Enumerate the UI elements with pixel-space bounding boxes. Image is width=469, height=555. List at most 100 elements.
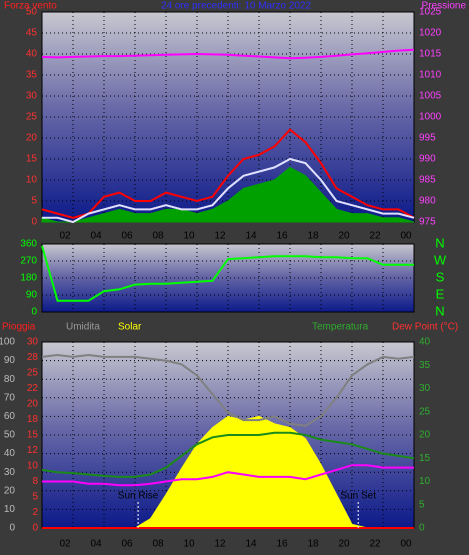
y3-tick-label: 15: [27, 430, 39, 441]
line: [41, 353, 415, 427]
y2-tick-label: 985: [419, 175, 436, 186]
x-tick-label: 22: [369, 231, 381, 242]
y-tick-label: 70: [4, 392, 16, 403]
x-tick-label: 06: [121, 539, 133, 550]
x-tick-label: 08: [152, 539, 164, 550]
y2-tick-label: W: [434, 252, 447, 267]
x-tick-label: 14: [245, 539, 257, 550]
y-tick-label: 40: [26, 49, 38, 60]
y2-tick-label: N: [435, 303, 444, 318]
legend-label: Pioggia: [2, 322, 36, 333]
y3-tick-label: 20: [27, 399, 39, 410]
y2-tick-label: 975: [419, 217, 436, 228]
x-tick-label: 10: [183, 231, 195, 242]
y-tick-label: 35: [26, 70, 38, 81]
y2-tick-label: 0: [419, 523, 425, 534]
y-tick-label: 80: [4, 374, 16, 385]
chart-title: 24 ore precedenti: 10 Marzo 2022: [161, 1, 312, 12]
y2-tick-label: 15: [419, 453, 431, 464]
y2-tick-label: 10: [419, 476, 431, 487]
x-tick-label: 18: [307, 539, 319, 550]
x-tick-label: 00: [400, 539, 412, 550]
y2-tick-label: 1000: [419, 112, 442, 123]
y2-tick-label: 1010: [419, 70, 442, 81]
x-tick-label: 02: [59, 231, 71, 242]
x-tick-label: 08: [152, 231, 164, 242]
y3-tick-label: 8: [32, 476, 38, 487]
y3-tick-label: 25: [27, 368, 39, 379]
y-tick-label: 15: [26, 154, 38, 165]
x-tick-label: 12: [214, 539, 226, 550]
y3-tick-label: 0: [32, 523, 38, 534]
legend-label: Solar: [118, 322, 142, 333]
y2-tick-label: 980: [419, 196, 436, 207]
y-tick-label: 0: [9, 523, 15, 534]
x-tick-label: 04: [90, 539, 102, 550]
line: [41, 128, 415, 219]
annotation: Sun Rise: [118, 491, 159, 502]
x-tick-label: 16: [276, 539, 288, 550]
y2-tick-label: 30: [419, 383, 431, 394]
x-tick-label: 06: [121, 231, 133, 242]
y-tick-label: 50: [4, 430, 16, 441]
line: [41, 245, 414, 302]
y-tick-label: 0: [31, 217, 37, 228]
y-tick-label: 20: [26, 133, 38, 144]
x-tick-label: 04: [90, 231, 102, 242]
y2-tick-label: 25: [419, 406, 431, 417]
y-tick-label: 5: [31, 196, 37, 207]
y2-axis-label: Pressione: [422, 1, 467, 12]
y-tick-label: 90: [26, 290, 38, 301]
y-tick-label: 30: [26, 91, 38, 102]
y3-tick-label: 5: [32, 492, 38, 503]
y3-tick-label: 10: [27, 461, 39, 472]
y-tick-label: 60: [4, 411, 16, 422]
y-tick-label: 270: [20, 256, 37, 267]
y2-tick-label: 990: [419, 154, 436, 165]
y3-tick-label: 30: [27, 337, 39, 348]
y2-tick-label: N: [435, 235, 444, 250]
y-tick-label: 10: [26, 175, 38, 186]
x-tick-label: 16: [276, 231, 288, 242]
x-tick-label: 02: [59, 539, 71, 550]
y2-tick-label: 1015: [419, 49, 442, 60]
y-tick-label: 45: [26, 28, 38, 39]
y2-tick-label: 995: [419, 133, 436, 144]
y2-tick-label: 40: [419, 337, 431, 348]
y2-tick-label: 1020: [419, 28, 442, 39]
legend-label: Temperatura: [312, 322, 369, 333]
area: [41, 166, 415, 223]
x-tick-label: 14: [245, 231, 257, 242]
line: [42, 157, 415, 224]
y-tick-label: 50: [26, 7, 38, 18]
y-tick-label: 0: [31, 307, 37, 318]
y3-tick-label: 2: [32, 507, 38, 518]
y2-tick-label: 1025: [419, 7, 442, 18]
y3-tick-label: 18: [27, 414, 39, 425]
y-axis-label: Forza vento: [4, 1, 57, 12]
y-tick-label: 30: [4, 467, 16, 478]
y-tick-label: 100: [0, 337, 15, 348]
y2-tick-label: 5: [419, 499, 425, 510]
y-tick-label: 40: [4, 448, 16, 459]
line: [41, 431, 415, 478]
x-tick-label: 20: [338, 231, 350, 242]
y2-tick-label: E: [436, 286, 445, 301]
y-tick-label: 90: [4, 355, 16, 366]
line: [42, 464, 414, 487]
y-tick-label: 25: [26, 112, 38, 123]
annotation: Sun Set: [340, 491, 376, 502]
x-tick-label: 20: [338, 539, 350, 550]
y3-tick-label: 28: [27, 352, 39, 363]
x-tick-label: 18: [307, 231, 319, 242]
y-tick-label: 360: [20, 239, 37, 250]
x-tick-label: 22: [369, 539, 381, 550]
y-tick-label: 10: [4, 504, 16, 515]
y-tick-label: 180: [20, 273, 37, 284]
x-tick-label: 00: [400, 231, 412, 242]
y2-tick-label: S: [436, 269, 445, 284]
y-tick-label: 20: [4, 485, 16, 496]
legend-label: Dew Point (°C): [392, 322, 458, 333]
y3-tick-label: 22: [27, 383, 39, 394]
